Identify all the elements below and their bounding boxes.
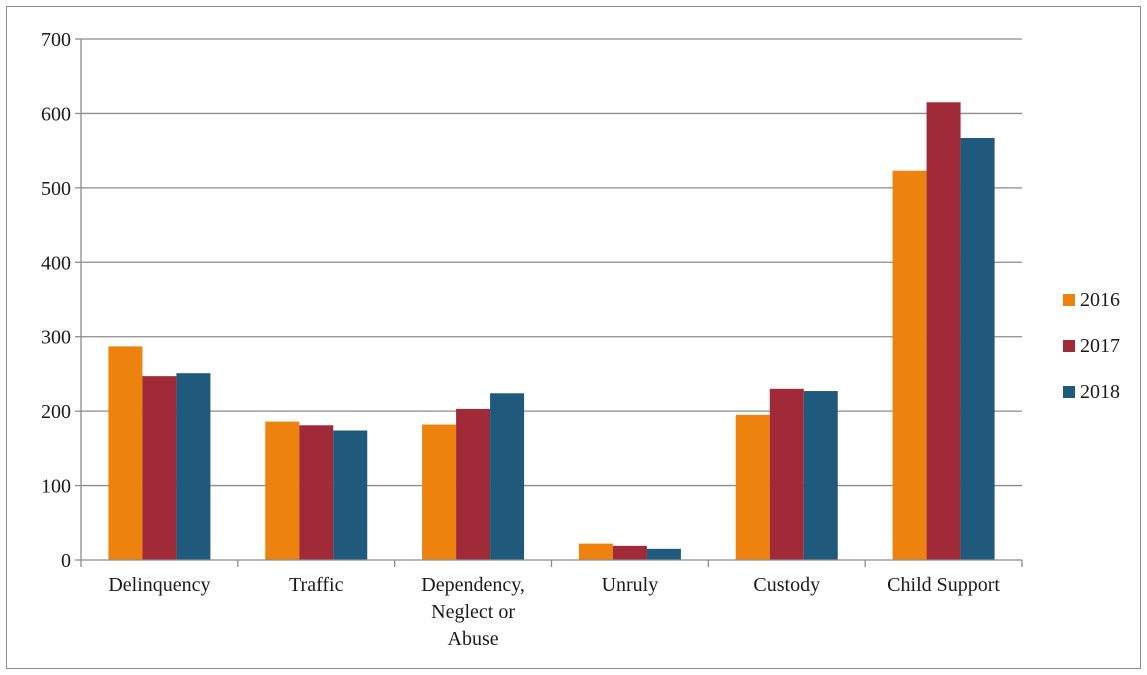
x-category-label: Unruly	[602, 574, 659, 596]
bar-2018-traffic	[333, 430, 368, 560]
y-tick-label: 700	[41, 29, 71, 51]
x-category-label: Dependency,	[421, 574, 525, 596]
y-tick-label: 500	[41, 178, 71, 200]
legend: 2016 2017 2018	[1063, 289, 1120, 403]
bar-2016-custody	[735, 414, 770, 560]
bars	[108, 102, 995, 561]
bar-2016-dependency-neglect-or-abuse	[422, 424, 457, 560]
legend-label-2016: 2016	[1080, 289, 1120, 311]
legend-swatch-2017	[1063, 340, 1075, 352]
bar-2018-dependency-neglect-or-abuse	[490, 393, 525, 560]
y-tick-label: 200	[41, 401, 71, 423]
legend-swatch-2016	[1063, 294, 1075, 306]
bar-2017-delinquency	[142, 376, 177, 560]
bar-2017-traffic	[299, 425, 334, 560]
x-category-label: Custody	[753, 574, 820, 596]
y-tick-label: 300	[41, 327, 71, 349]
legend-swatch-2018	[1063, 386, 1075, 398]
axes	[75, 38, 1023, 567]
bar-2018-child-support	[960, 137, 995, 561]
x-category-label: Abuse	[448, 628, 499, 650]
legend-label-2018: 2018	[1080, 381, 1120, 403]
legend-label-2017: 2017	[1080, 335, 1120, 357]
bar-2017-dependency-neglect-or-abuse	[456, 408, 491, 560]
bar-chart: 0 100 200 300 400 500 600 700 Delinquency Traffi…	[41, 29, 1120, 650]
y-tick-label: 0	[61, 550, 71, 572]
bar-2018-delinquency	[176, 373, 211, 560]
y-tick-label: 600	[41, 103, 71, 125]
bar-2016-traffic	[265, 421, 300, 560]
category-labels: Delinquency Traffic Dependency, Neglect or A…	[108, 574, 1000, 650]
bar-2017-child-support	[926, 102, 961, 560]
bar-2018-custody	[803, 391, 838, 560]
x-category-label: Traffic	[289, 574, 344, 596]
x-category-label: Neglect or	[431, 601, 515, 623]
y-tick-labels: 0 100 200 300 400 500 600 700	[41, 29, 71, 572]
bar-2016-child-support	[892, 170, 927, 560]
gridlines	[81, 38, 1022, 487]
bar-2017-unruly	[612, 545, 647, 560]
x-category-label: Child Support	[887, 574, 1000, 596]
x-category-label: Delinquency	[108, 574, 210, 596]
bar-2016-unruly	[578, 543, 613, 560]
chart-frame: 0 100 200 300 400 500 600 700 Delinquency Traffi…	[6, 6, 1141, 669]
y-tick-label: 100	[41, 476, 71, 498]
bar-2016-delinquency	[108, 346, 143, 560]
bar-2018-unruly	[646, 548, 681, 560]
bar-2017-custody	[769, 388, 804, 560]
y-tick-label: 400	[41, 252, 71, 274]
